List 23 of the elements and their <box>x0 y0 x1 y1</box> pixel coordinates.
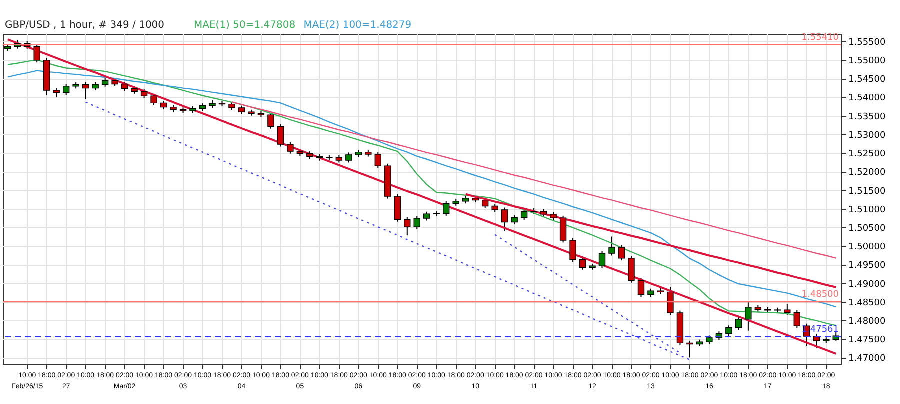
text: MAE(1) 50=1.47808 <box>194 20 296 31</box>
y-tick-label: 1.54000 <box>848 94 886 104</box>
ref-line-label: 1.55410 <box>802 32 840 43</box>
y-tick-label: 1.49500 <box>848 261 886 272</box>
chart-title: GBP/USD , 1 hour, # 349 / 1000 <box>5 20 165 31</box>
y-tick-label: 1.48500 <box>848 298 886 308</box>
y-tick-label: 1.53000 <box>848 130 886 141</box>
y-tick-label: 1.48000 <box>848 316 886 327</box>
y-tick-label: 1.50000 <box>848 242 886 253</box>
y-tick-label: 1.55000 <box>848 56 886 67</box>
y-tick-label: 1.50500 <box>848 224 886 234</box>
ref-line-label: 1.48500 <box>802 290 840 300</box>
y-tick-label: 1.53500 <box>848 112 886 122</box>
y-tick-label: 1.55500 <box>848 38 886 48</box>
y-tick-label: 1.47000 <box>848 354 886 364</box>
text: MAE(2) 100=1.48279 <box>304 20 412 31</box>
y-tick-label: 1.54500 <box>848 75 886 86</box>
y-tick-label: 1.51500 <box>848 186 886 197</box>
y-tick-label: 1.49000 <box>848 280 886 290</box>
y-tick-label: 1.47500 <box>848 336 886 346</box>
y-tick-label: 1.52000 <box>848 168 886 178</box>
y-tick-label: 1.52500 <box>848 150 886 160</box>
y-tick-label: 1.51000 <box>848 205 886 216</box>
